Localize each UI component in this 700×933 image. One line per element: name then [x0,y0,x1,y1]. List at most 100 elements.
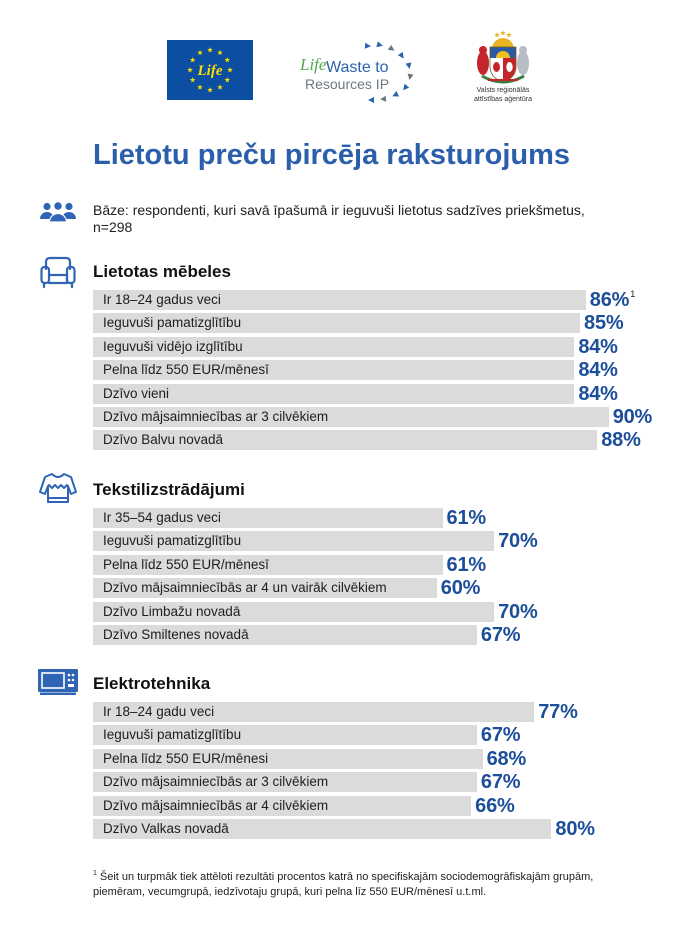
bar: Ir 18–24 gadus veci [93,290,586,310]
bar-row: Ieguvuši pamatizglītību 85% [93,312,652,335]
bar: Dzīvo vieni [93,383,575,404]
bar-value-number: 86 [589,289,612,311]
bar-label: Dzīvo Balvu novadā [103,432,224,448]
logo-line2: Resources IP [305,76,389,92]
bar-row: Dzīvo mājsaimniecībās ar 4 cilvēkiem 66% [93,794,595,817]
bar-value-unit: % [462,577,481,600]
bar-label: Ir 18–24 gadus veci [103,292,221,307]
bar-value-number: 77 [538,701,561,723]
base-description: Bāze: respondenti, kuri savā īpašumā ir … [93,202,585,218]
bar-row: Dzīvo Balvu novadā 88% [93,429,652,452]
bar-row: Dzīvo mājsaimniecības ar 3 cilvēkiem 90% [93,405,653,428]
bar-value-number: 90 [612,405,635,428]
bar-value-number: 61 [446,507,469,529]
bar-label: Ieguvuši vidējo izglītību [103,338,243,354]
bar-value-label: 84% [578,359,618,382]
bar-label: Dzīvo Smiltenes novadā [103,626,249,642]
page-title: Lietotu preču pircēja raksturojums [93,139,571,171]
eu-life-logo: Life [167,40,253,100]
bar-value-unit: % [600,335,618,358]
bar-value-label: 68% [486,747,527,770]
bar: Dzīvo mājsaimniecībās ar 4 cilvēkiem [93,795,472,816]
section-textiles: Tekstilizstrādājumi Ir 35–54 gadus veci 6… [0,473,700,645]
bar-value-unit: % [600,359,618,382]
logo-life-text: Life [299,55,327,74]
bar-value-label: 70% [498,600,538,623]
bar-label: Pelna līdz 550 EUR/mēnesī [103,556,269,572]
bar: Ieguvuši pamatizglītību [93,531,495,552]
bar-row: Ir 18–24 gadus veci 86%1 [93,290,652,310]
bar-row: Dzīvo vieni 84% [93,382,652,405]
bar: Dzīvo Smiltenes novadā [93,624,477,645]
bar-value-label: 84% [578,382,618,405]
bar-value-number: 80 [555,817,578,840]
bar-value-unit: % [560,701,578,723]
base-sample-size: n=298 [93,219,133,235]
bar-label: Dzīvo Limbažu novadā [103,603,241,619]
bar-label: Dzīvo mājsaimniecības ar 3 cilvēkiem [103,408,329,424]
bar-value-label: 67% [480,771,521,794]
bar-row: Pelna līdz 550 EUR/mēnesi 68% [93,747,595,770]
bar-value-label: 61% [446,507,487,529]
bar-value-label: 84% [578,335,618,358]
bar: Dzīvo Valkas novadā [93,818,552,839]
bar-row: Ieguvuši pamatizglītību 70% [93,530,538,553]
bar-value-unit: % [468,507,486,529]
bar-chart-textiles: Ir 35–54 gadus veci 61% Ieguvuši pamatizgl… [93,508,538,648]
bar-row: Dzīvo Smiltenes novadā 67% [93,623,538,646]
bar-label: Pelna līdz 550 EUR/mēnesi [103,750,269,766]
bar-label: Dzīvo mājsaimniecībās ar 4 un vairāk cil… [103,580,387,596]
bar-value-unit: % [519,530,538,553]
bar-value-unit: % [502,623,521,646]
section-title: Lietotas mēbeles [93,262,231,281]
agency-name-line2: attīstības aģentūra [474,96,532,103]
bar-row: Dzīvo Limbažu novadā 70% [93,600,538,623]
bar-value-number: 67 [480,771,503,794]
section-electronics: Elektrotehnika Ir 18–24 gadu veci 77% Iegu… [0,669,700,839]
bar: Ir 18–24 gadu veci [93,702,535,722]
microwave-icon [38,669,78,695]
bar-value-unit: % [519,600,538,623]
bar-value-number: 70 [498,530,520,553]
bar: Dzīvo Balvu novadā [93,430,598,451]
bar-value-label: 86%1 [589,289,636,311]
eu-logo-text: Life [197,63,223,79]
bar-chart-furniture: Ir 18–24 gadus veci 86%1 Ieguvuši pamatizg… [93,290,652,454]
bar-value-label: 67% [481,724,521,747]
logo-line1: Waste to [326,59,389,76]
bar-value-unit: % [600,382,618,405]
bar: Ieguvuši pamatizglītību [93,725,477,746]
bar-chart-electronics: Ir 18–24 gadu veci 77% Ieguvuši pamatizglī… [93,702,595,842]
bar-value-unit: % [623,429,641,452]
bar-row: Pelna līdz 550 EUR/mēnesī 84% [93,359,652,382]
bar-label: Dzīvo vieni [103,385,170,401]
bar-row: Ir 35–54 gadus veci 61% [93,508,538,528]
people-icon [40,201,76,222]
bar-row: Dzīvo mājsaimniecībās ar 4 un vairāk cil… [93,577,538,600]
bar-row: Ir 18–24 gadu veci 77% [93,702,595,722]
footnote-ref: 1 [630,289,636,299]
bar-value-unit: % [577,817,595,840]
bar-label: Dzīvo Valkas novadā [103,820,229,836]
bar-value-unit: % [634,405,653,428]
bar-label: Dzīvo mājsaimniecībās ar 4 cilvēkiem [103,797,329,813]
bar-value-label: 66% [475,794,515,817]
section-title: Tekstilizstrādājumi [93,480,245,499]
footnote-line2: piemēram, vecumgrupā, iedzīvotaju grupā,… [93,885,487,898]
bar-label: Ir 35–54 gadus veci [103,510,221,525]
bar-value-number: 68 [486,747,509,770]
bar-value-number: 70 [498,600,520,623]
bar-value-unit: % [605,312,624,335]
bar-value-label: 67% [480,623,521,646]
bar-label: Ieguvuši pamatizglītību [103,727,242,743]
bar-value-unit: % [502,724,521,747]
bar-value-unit: % [497,794,515,817]
bar-value-unit: % [611,289,630,311]
bar: Pelna līdz 550 EUR/mēnesī [93,554,443,575]
bar-row: Dzīvo mājsaimniecībās ar 3 cilvēkiem 67% [93,771,595,794]
bar-value-label: 88% [601,429,641,452]
bar-value-number: 67 [480,623,503,646]
bar-value-label: 60% [441,577,481,600]
bar: Ieguvuši pamatizglītību [93,313,581,334]
footnote-marker: 1 [93,870,97,877]
